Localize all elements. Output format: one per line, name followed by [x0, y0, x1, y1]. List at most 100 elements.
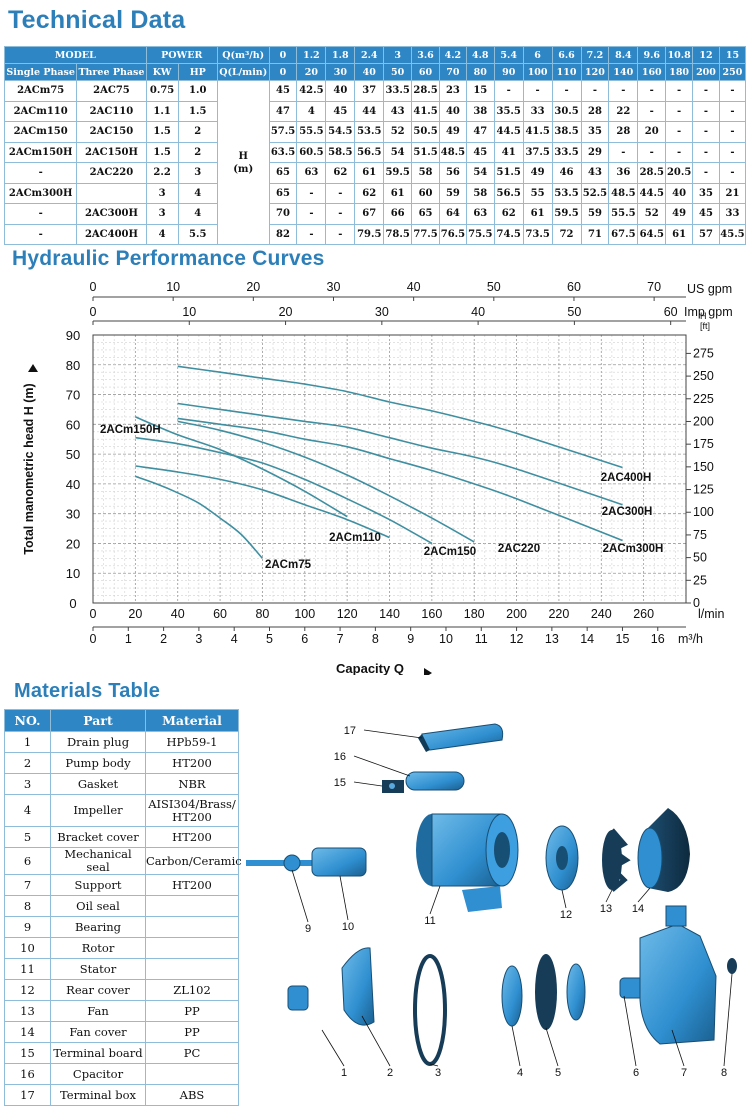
materials-header-cell: Material: [145, 709, 239, 732]
x-tick-label-lmin: 80: [255, 607, 269, 621]
head-value: -: [325, 182, 356, 204]
part-number: 14: [4, 1021, 51, 1043]
head-value: -: [608, 141, 639, 163]
single-phase-model: 2ACm150H: [3, 141, 78, 163]
y-tick-label-ft: 200: [693, 414, 714, 428]
tech-data-row: -2AC400H 4 5.5 82- -79.5 78.5 77.5 76.5 75.5 74.5…: [3, 223, 747, 245]
hp-value: 4: [177, 182, 218, 204]
callout-label: 3: [435, 1067, 441, 1079]
callout-label: 5: [555, 1067, 561, 1079]
head-unit-cell: H (m): [216, 80, 270, 245]
three-phase-model: 2AC150: [76, 121, 147, 143]
part-name: Support: [50, 874, 146, 896]
part-number: 5: [4, 826, 51, 848]
head-value: 54: [383, 141, 413, 163]
callout-line: [545, 1027, 559, 1067]
y-tick-label-ft: 125: [693, 483, 714, 497]
head-value: 4: [296, 100, 327, 122]
x-tick-label-m3h: 15: [616, 632, 630, 646]
head-value: 28: [580, 100, 610, 122]
series-line-2acm300h: [177, 417, 623, 542]
top-tick-label-impgpm: 20: [279, 305, 293, 319]
head-value: 77.5: [411, 223, 440, 245]
y-tick-label-ft: 225: [693, 392, 714, 406]
q-lmin-value: 90: [493, 63, 524, 81]
materials-row: 8 Oil seal: [4, 895, 239, 917]
x-tick-label-lmin: 20: [128, 607, 142, 621]
x-unit-m3h: m³/h: [678, 632, 703, 646]
terminal-board-part: [382, 780, 404, 793]
x-tick-label-lmin: 60: [213, 607, 227, 621]
part-name: Terminal box: [50, 1084, 146, 1106]
head-value: 35: [692, 182, 720, 204]
head-value: 72: [551, 223, 582, 245]
head-label: H: [238, 150, 248, 162]
part-material: [145, 958, 239, 980]
x-axis-arrow: [424, 668, 432, 675]
head-value: -: [718, 162, 747, 184]
callout-line: [637, 887, 651, 903]
q-m3h-value: 1.8: [325, 46, 356, 64]
top-tick-label-usgpm: 30: [327, 280, 341, 294]
head-value: 67.5: [608, 223, 639, 245]
part-material: PC: [145, 1042, 239, 1064]
callout-line: [671, 1029, 685, 1067]
part-name: Fan: [50, 1000, 146, 1022]
part-material: PP: [145, 1000, 239, 1022]
series-label: 2AC220: [498, 543, 540, 555]
head-value: 78.5: [383, 223, 413, 245]
kw-value: 1.1: [145, 100, 179, 122]
x-tick-label-m3h: 6: [301, 632, 308, 646]
part-material: HT200: [145, 826, 239, 848]
callout-label: 1: [341, 1067, 347, 1079]
callout-label: 12: [560, 909, 572, 921]
series-label: 2ACm110: [329, 532, 381, 544]
three-phase-model: 2AC110: [76, 100, 147, 122]
series-label: 2ACm300H: [603, 543, 664, 555]
x-tick-label-m3h: 5: [266, 632, 273, 646]
single-phase-model: 2ACm75: [3, 80, 78, 102]
callout-label: 4: [517, 1067, 523, 1079]
head-value: -: [637, 80, 667, 102]
x-tick-label-lmin: 260: [633, 607, 654, 621]
single-phase-header: Single Phase: [3, 63, 78, 81]
part-material: [145, 895, 239, 917]
head-value: 49: [438, 121, 467, 143]
q-lmin-header: Q(L/min): [216, 63, 270, 81]
q-m3h-value: 7.2: [580, 46, 610, 64]
materials-header-cell: Part: [50, 709, 146, 732]
x-tick-label-m3h: 10: [439, 632, 453, 646]
three-phase-header: Three Phase: [76, 63, 147, 81]
y-tick-label-m: 30: [66, 507, 80, 522]
x-tick-label-m3h: 7: [337, 632, 344, 646]
materials-row: 2 Pump body HT200: [4, 752, 239, 774]
head-value: 45: [692, 203, 720, 225]
callout-label: 8: [721, 1067, 727, 1079]
part-material: HPb59-1: [145, 731, 239, 753]
head-value: -: [296, 203, 327, 225]
materials-row: 10 Rotor: [4, 937, 239, 959]
q-lmin-value: 70: [438, 63, 467, 81]
materials-row: 5 Bracket cover HT200: [4, 826, 239, 848]
head-value: 63: [296, 162, 327, 184]
callout-label: 7: [681, 1067, 687, 1079]
y-tick-label-m: 0: [69, 596, 76, 611]
x-tick-label-lmin: 180: [464, 607, 485, 621]
x-tick-label-lmin: 40: [171, 607, 185, 621]
q-m3h-value: 8.4: [608, 46, 639, 64]
callout-line: [361, 1015, 391, 1067]
part-material: ABS: [145, 1084, 239, 1106]
single-phase-model: 2ACm300H: [3, 182, 78, 204]
series-label: 2ACm150: [424, 546, 476, 558]
part-number: 7: [4, 874, 51, 896]
x-tick-label-lmin: 140: [379, 607, 400, 621]
head-value: 48.5: [608, 182, 639, 204]
top-unit-usgpm: US gpm: [687, 282, 732, 296]
three-phase-model: 2AC400H: [76, 223, 147, 245]
callout-label: 16: [334, 751, 346, 763]
series-label: 2AC400H: [601, 472, 652, 484]
q-lmin-value: 180: [665, 63, 694, 81]
callout-label: 17: [344, 725, 356, 737]
single-phase-model: -: [3, 162, 78, 184]
three-phase-model: [76, 182, 147, 204]
